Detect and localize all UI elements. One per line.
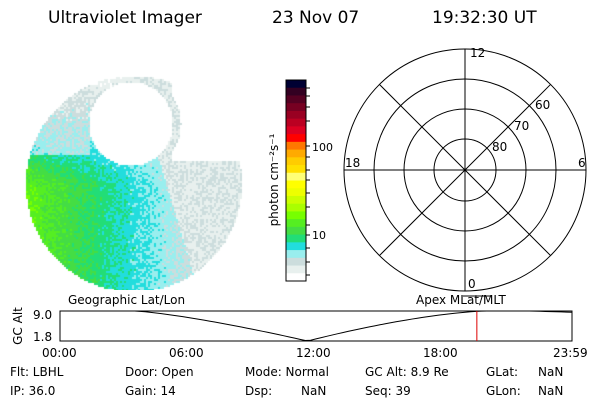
colorbar-band <box>286 141 306 151</box>
mlt-label-0: 0 <box>468 277 476 291</box>
colorbar-band <box>286 87 306 96</box>
lat-label-70: 70 <box>514 119 530 133</box>
timeline-frame <box>59 310 573 342</box>
mlt-label-18: 18 <box>345 156 361 170</box>
altitude-timeline <box>59 295 573 342</box>
colorbar-band <box>286 110 306 120</box>
x-tick-1200: 12:00 <box>296 346 331 360</box>
colorbar-band <box>286 265 306 274</box>
gc-alt-info: GC Alt: 8.9 Re <box>365 365 449 379</box>
colorbar-band <box>286 118 306 127</box>
apex-label: Apex MLat/MLT <box>416 293 506 307</box>
instrument-title: Ultraviolet Imager <box>48 8 202 28</box>
colorbar-band <box>286 80 306 89</box>
colorbar-band <box>286 203 306 212</box>
geographic-label: Geographic Lat/Lon <box>68 293 186 307</box>
colorbar-band <box>286 126 306 135</box>
colorbar-band <box>286 219 306 228</box>
altitude-curve <box>60 310 573 342</box>
glon-value: NaN <box>538 384 564 398</box>
colorbar-tick-100: 100 <box>312 141 333 154</box>
mode-info: Mode: Normal <box>245 365 329 379</box>
y-tick-1-8: 1.8 <box>33 330 53 344</box>
colorbar-band <box>286 273 306 282</box>
colorbar-band <box>286 257 306 267</box>
glat-value: NaN <box>538 365 564 379</box>
colorbar-band <box>286 149 306 158</box>
auroral-image <box>20 65 250 290</box>
colorbar-band <box>286 180 306 189</box>
colorbar-band <box>286 95 306 104</box>
colorbar-band <box>286 172 306 181</box>
gc-alt-axis-label: GC Alt <box>11 307 25 345</box>
date-label: 23 Nov 07 <box>272 8 360 28</box>
colorbar-band <box>286 188 306 197</box>
colorbar-label: photon cm⁻²s⁻¹ <box>267 133 281 227</box>
meridian-line <box>379 84 551 256</box>
mlt-label-6: 6 <box>578 156 586 170</box>
x-tick-2359: 23:59 <box>553 346 588 360</box>
colorbar-band <box>286 242 306 251</box>
glon-label: GLon: <box>486 384 521 398</box>
colorbar-band <box>286 103 306 112</box>
dsp-value: NaN <box>301 384 327 398</box>
colorbar-band <box>286 226 306 236</box>
x-tick-0000: 00:00 <box>42 346 77 360</box>
mlt-label-12: 12 <box>470 46 486 60</box>
colorbar <box>285 79 310 282</box>
y-tick-9: 9.0 <box>33 308 53 322</box>
colorbar-tick-10: 10 <box>312 229 326 242</box>
ip-info: IP: 36.0 <box>10 384 56 398</box>
glat-label: GLat: <box>486 365 519 379</box>
gain-info: Gain: 14 <box>125 384 176 398</box>
door-info: Door: Open <box>125 365 194 379</box>
polar-grid <box>343 48 587 292</box>
x-tick-1800: 18:00 <box>423 346 458 360</box>
colorbar-band <box>286 195 306 205</box>
lat-label-60: 60 <box>535 98 551 112</box>
lat-label-80: 80 <box>492 140 508 154</box>
filter-info: Flt: LBHL <box>10 365 64 379</box>
colorbar-band <box>286 134 306 143</box>
seq-info: Seq: 39 <box>365 384 411 398</box>
colorbar-band <box>286 165 306 174</box>
dsp-label: Dsp: <box>245 384 273 398</box>
x-tick-0600: 06:00 <box>169 346 204 360</box>
colorbar-band <box>286 157 306 166</box>
colorbar-band <box>286 234 306 243</box>
colorbar-band <box>286 211 306 220</box>
colorbar-band <box>286 250 306 259</box>
time-label: 19:32:30 UT <box>432 8 537 28</box>
